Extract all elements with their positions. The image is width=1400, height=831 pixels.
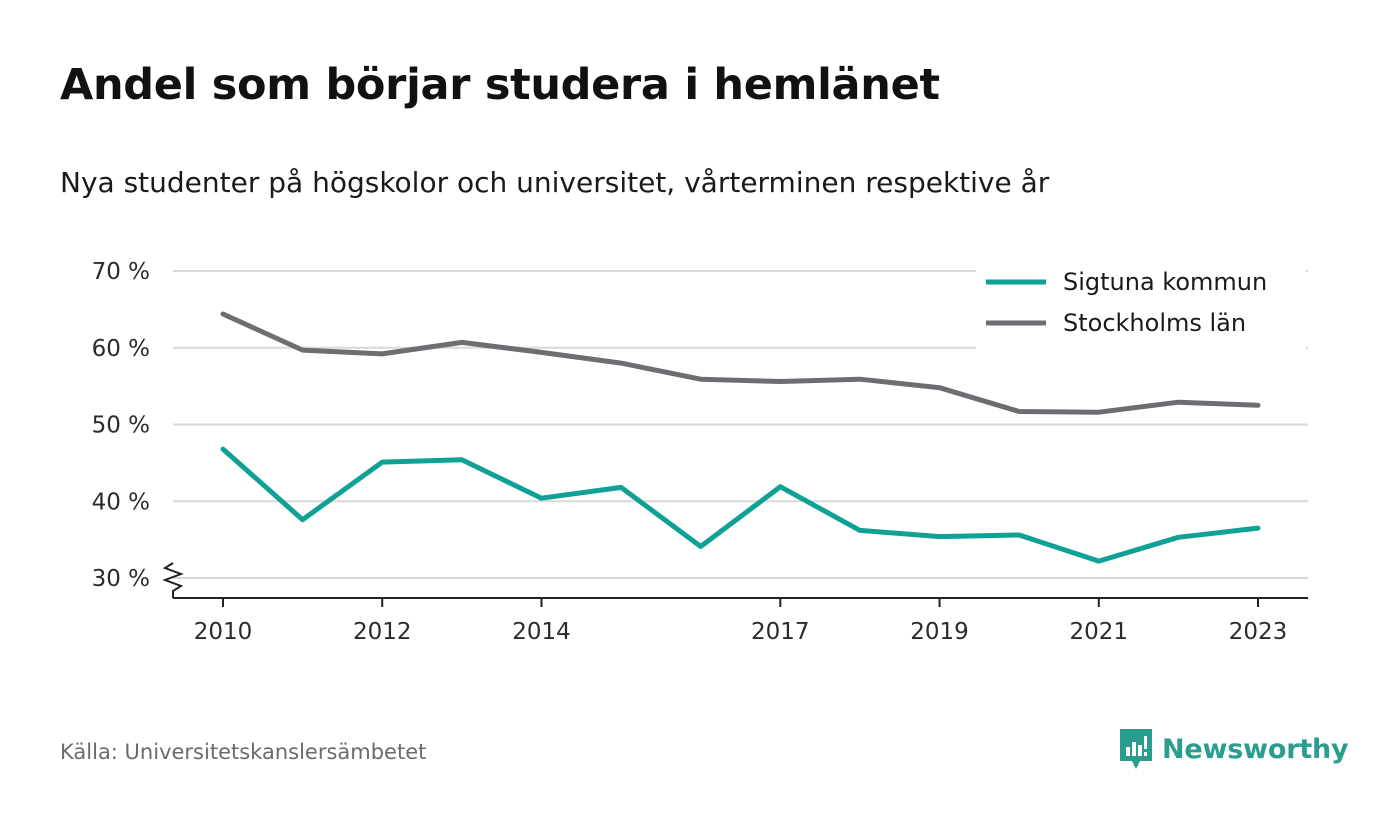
x-axis: 2010 2012 2014 2017 2019 2021 2023	[173, 597, 1308, 645]
series-lines	[220, 311, 1261, 564]
data-point	[1256, 526, 1261, 531]
data-point	[459, 457, 464, 462]
data-point	[619, 361, 624, 366]
data-point	[937, 385, 942, 390]
data-point	[778, 484, 783, 489]
data-point	[539, 496, 544, 501]
source-note: Källa: Universitetskanslersämbetet	[60, 740, 427, 764]
series-line	[220, 446, 1261, 564]
data-point	[1176, 400, 1181, 405]
data-point	[778, 379, 783, 384]
axis-break-icon	[162, 562, 184, 598]
legend-background	[976, 256, 1306, 350]
y-tick-label: 60 %	[92, 336, 150, 362]
chart-speech-bubble-icon	[1120, 729, 1152, 769]
y-tick-label: 50 %	[92, 413, 150, 439]
y-tick-label: 70 %	[92, 259, 150, 285]
data-point	[221, 311, 226, 316]
data-point	[221, 447, 226, 452]
legend-label: Stockholms län	[1063, 309, 1246, 337]
x-tick-label: 2017	[751, 619, 810, 645]
data-point	[1096, 410, 1101, 415]
x-tick-label: 2019	[910, 619, 969, 645]
data-point	[937, 534, 942, 539]
chart-subtitle: Nya studenter på högskolor och universit…	[60, 166, 1050, 199]
legend: Sigtuna kommun Stockholms län	[976, 256, 1306, 350]
series-sigtuna	[220, 446, 1261, 564]
x-tick-label: 2021	[1069, 619, 1128, 645]
data-point	[698, 544, 703, 549]
data-point	[300, 348, 305, 353]
data-point	[1096, 559, 1101, 564]
series-line	[220, 311, 1261, 415]
data-point	[1256, 403, 1261, 408]
data-point	[619, 485, 624, 490]
line-chart: 30 %40 %50 %60 %70 % 2010 2012 2014 2017 201…	[91, 256, 1308, 645]
y-tick-label: 40 %	[92, 489, 150, 515]
data-point	[300, 517, 305, 522]
x-tick-label: 2010	[194, 619, 253, 645]
y-tick-label: 30 %	[92, 566, 150, 592]
chart-title: Andel som börjar studera i hemlänet	[60, 60, 940, 110]
x-tick-label: 2014	[512, 619, 571, 645]
data-point	[857, 528, 862, 533]
data-point	[857, 377, 862, 382]
series-stockholm	[220, 311, 1261, 415]
data-point	[380, 460, 385, 465]
data-point	[1176, 535, 1181, 540]
legend-label: Sigtuna kommun	[1063, 268, 1267, 296]
x-tick-label: 2012	[353, 619, 412, 645]
data-point	[1017, 409, 1022, 414]
data-point	[539, 350, 544, 355]
data-point	[1017, 533, 1022, 538]
data-point	[459, 340, 464, 345]
x-tick-label: 2023	[1229, 619, 1288, 645]
data-point	[380, 351, 385, 356]
data-point	[698, 377, 703, 382]
brand-name: Newsworthy	[1162, 733, 1349, 765]
brand-logo: Newsworthy	[1118, 727, 1349, 771]
y-axis: 30 % 40 % 50 % 60 % 70 %	[92, 259, 184, 598]
